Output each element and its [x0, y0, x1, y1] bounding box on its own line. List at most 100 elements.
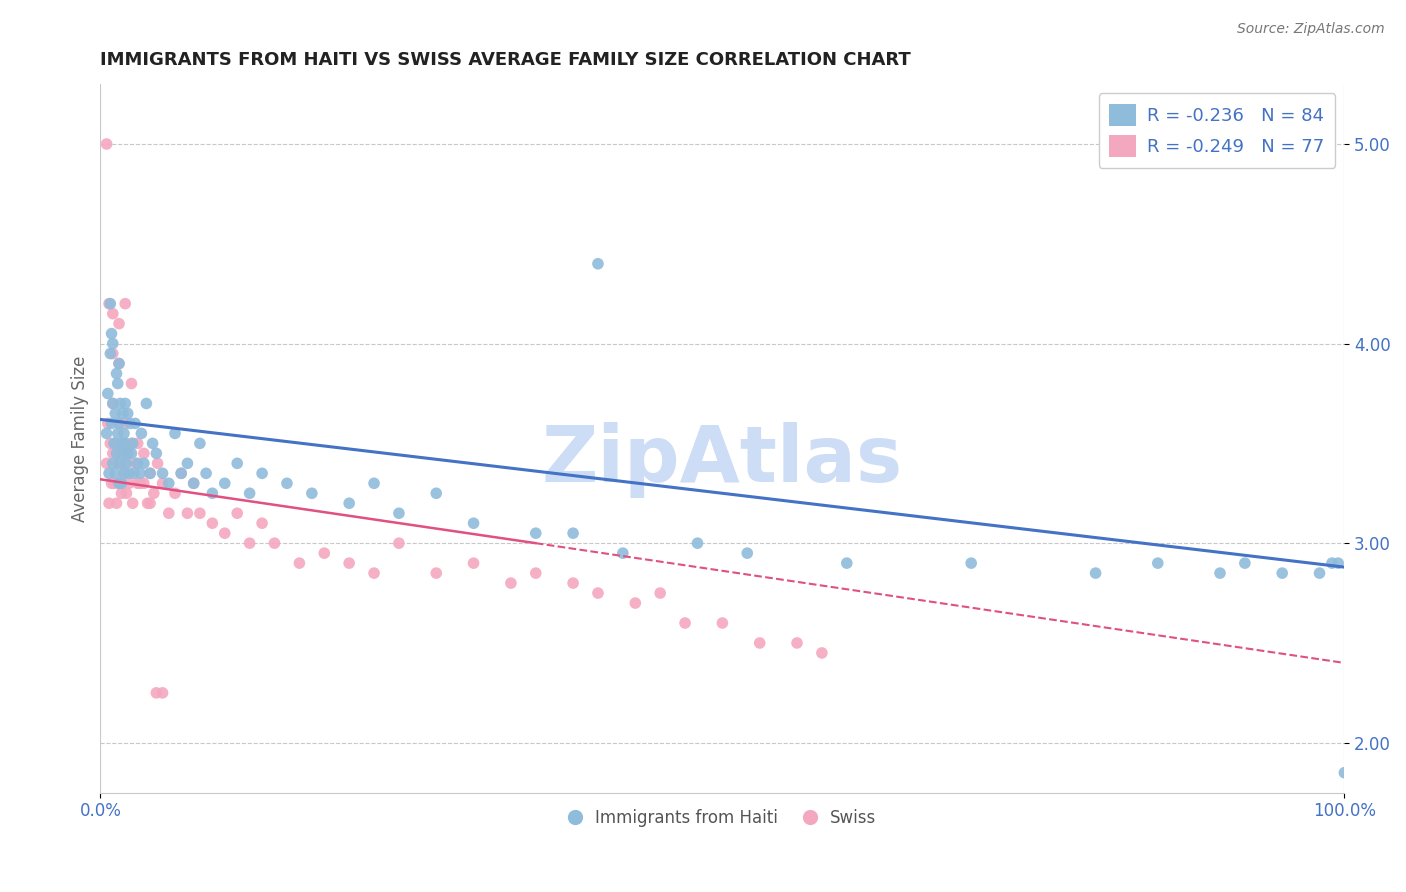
Point [811, 646, 834, 660]
Point [127, 436, 149, 450]
Point [120, 376, 142, 391]
Point [108, 417, 131, 431]
Point [107, 426, 129, 441]
Point [239, 536, 262, 550]
Point [114, 417, 136, 431]
Point [524, 566, 547, 580]
Point [214, 476, 236, 491]
Point [96, 426, 118, 441]
Point [337, 556, 360, 570]
Point [105, 496, 128, 510]
Point [111, 406, 134, 420]
Point [157, 506, 180, 520]
Point [226, 506, 249, 520]
Point [835, 556, 858, 570]
Point [176, 506, 198, 520]
Point [1308, 566, 1330, 580]
Point [1084, 566, 1107, 580]
Point [110, 446, 132, 460]
Point [1233, 556, 1256, 570]
Point [117, 446, 139, 460]
Point [463, 516, 485, 531]
Point [118, 467, 141, 481]
Point [363, 476, 385, 491]
Point [152, 686, 174, 700]
Point [108, 476, 131, 491]
Point [105, 446, 128, 460]
Point [117, 406, 139, 420]
Point [176, 456, 198, 470]
Point [135, 396, 157, 410]
Point [263, 536, 285, 550]
Point [101, 396, 124, 410]
Point [108, 476, 131, 491]
Point [612, 546, 634, 560]
Point [118, 476, 141, 491]
Point [146, 456, 169, 470]
Point [142, 436, 165, 450]
Point [562, 576, 585, 591]
Point [110, 476, 132, 491]
Point [314, 546, 336, 560]
Point [524, 526, 547, 541]
Point [112, 467, 135, 481]
Point [463, 556, 485, 570]
Point [499, 576, 522, 591]
Point [157, 476, 180, 491]
Point [114, 436, 136, 450]
Point [120, 417, 142, 431]
Point [624, 596, 647, 610]
Point [105, 367, 128, 381]
Point [139, 467, 162, 481]
Point [250, 516, 273, 531]
Point [108, 357, 131, 371]
Point [115, 486, 138, 500]
Point [117, 446, 139, 460]
Point [97, 386, 120, 401]
Point [124, 417, 146, 431]
Point [104, 467, 127, 481]
Point [97, 417, 120, 431]
Point [114, 456, 136, 470]
Point [121, 496, 143, 510]
Point [101, 346, 124, 360]
Point [650, 586, 672, 600]
Point [120, 436, 142, 450]
Point [101, 456, 124, 470]
Point [188, 506, 211, 520]
Point [98, 346, 121, 360]
Y-axis label: Average Family Size: Average Family Size [72, 355, 89, 522]
Point [163, 426, 186, 441]
Point [1320, 556, 1343, 570]
Point [127, 456, 149, 470]
Point [276, 476, 298, 491]
Point [108, 417, 131, 431]
Point [136, 496, 159, 510]
Point [101, 307, 124, 321]
Point [132, 446, 155, 460]
Point [425, 486, 447, 500]
Point [101, 396, 124, 410]
Point [195, 467, 218, 481]
Point [337, 496, 360, 510]
Point [100, 417, 122, 431]
Point [183, 476, 205, 491]
Point [170, 467, 193, 481]
Point [110, 436, 132, 450]
Point [201, 516, 224, 531]
Point [96, 456, 118, 470]
Point [104, 406, 127, 420]
Point [170, 467, 193, 481]
Point [107, 376, 129, 391]
Point [152, 467, 174, 481]
Point [115, 456, 138, 470]
Legend: Immigrants from Haiti, Swiss: Immigrants from Haiti, Swiss [562, 803, 883, 834]
Point [103, 476, 125, 491]
Point [239, 486, 262, 500]
Point [1327, 556, 1350, 570]
Point [152, 476, 174, 491]
Point [1333, 765, 1355, 780]
Point [425, 566, 447, 580]
Point [214, 526, 236, 541]
Text: IMMIGRANTS FROM HAITI VS SWISS AVERAGE FAMILY SIZE CORRELATION CHART: IMMIGRANTS FROM HAITI VS SWISS AVERAGE F… [100, 51, 911, 69]
